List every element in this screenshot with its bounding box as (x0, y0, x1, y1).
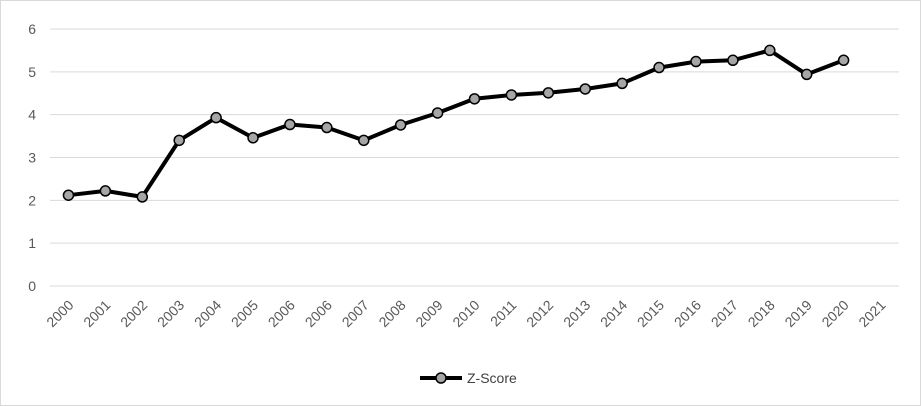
x-tick-label: 2016 (671, 297, 704, 330)
x-tick-label: 2012 (523, 297, 556, 330)
x-axis-ticks: 2000 2001 2002 2003 2004 2005 2006 2006 2007 2008… (43, 297, 889, 330)
data-point (99, 185, 112, 197)
x-tick-label: 2014 (597, 297, 630, 330)
x-tick-label: 2010 (449, 297, 482, 330)
x-tick-label: 2009 (412, 297, 445, 330)
x-tick-label: 2000 (43, 297, 76, 330)
data-point (210, 111, 222, 124)
x-tick-label: 2021 (855, 297, 888, 330)
gridlines (50, 28, 899, 287)
x-tick-label: 2018 (745, 297, 778, 330)
x-tick-label: 2001 (80, 297, 113, 330)
data-point (173, 134, 185, 147)
data-point (358, 134, 370, 147)
x-tick-label: 2013 (560, 297, 593, 330)
data-point (690, 55, 702, 68)
data-point (284, 118, 296, 131)
data-point (136, 191, 149, 203)
x-tick-label: 2002 (117, 297, 150, 330)
data-point (800, 68, 813, 81)
x-tick-label: 2019 (781, 297, 814, 330)
x-tick-label: 2015 (634, 297, 667, 330)
y-axis-ticks: 0 1 2 3 4 5 6 (28, 21, 36, 294)
data-point (542, 87, 555, 99)
legend: Z-Score (420, 370, 517, 386)
x-tick-label: 2017 (708, 297, 741, 330)
y-tick-label: 6 (28, 21, 36, 37)
series-line (66, 48, 846, 199)
data-point (321, 121, 333, 134)
y-tick-label: 5 (28, 64, 36, 80)
data-point (62, 189, 75, 201)
y-tick-label: 1 (28, 235, 36, 251)
series-z-score (62, 44, 850, 203)
data-point (579, 83, 591, 95)
x-tick-label: 2006 (302, 297, 335, 330)
x-tick-label: 2008 (375, 297, 408, 330)
data-point (727, 54, 739, 67)
data-point (837, 54, 850, 67)
data-point (616, 77, 628, 90)
legend-label: Z-Score (467, 370, 517, 386)
y-tick-label: 3 (28, 150, 36, 166)
data-point (394, 119, 407, 131)
y-tick-label: 2 (28, 192, 36, 208)
data-point (764, 44, 776, 57)
x-tick-label: 2011 (487, 297, 520, 330)
data-point (653, 61, 665, 74)
x-tick-label: 2006 (265, 297, 298, 330)
x-tick-label: 2007 (339, 297, 372, 330)
data-point (431, 107, 444, 119)
legend-marker-swatch (435, 372, 447, 384)
x-tick-label: 2020 (818, 297, 851, 330)
data-point (468, 93, 481, 105)
y-tick-label: 4 (28, 107, 36, 123)
data-point (247, 132, 259, 144)
y-tick-label: 0 (28, 278, 36, 294)
x-tick-label: 2005 (228, 297, 261, 330)
x-tick-label: 2004 (191, 297, 224, 330)
x-tick-label: 2003 (154, 297, 187, 330)
data-point (505, 89, 518, 101)
